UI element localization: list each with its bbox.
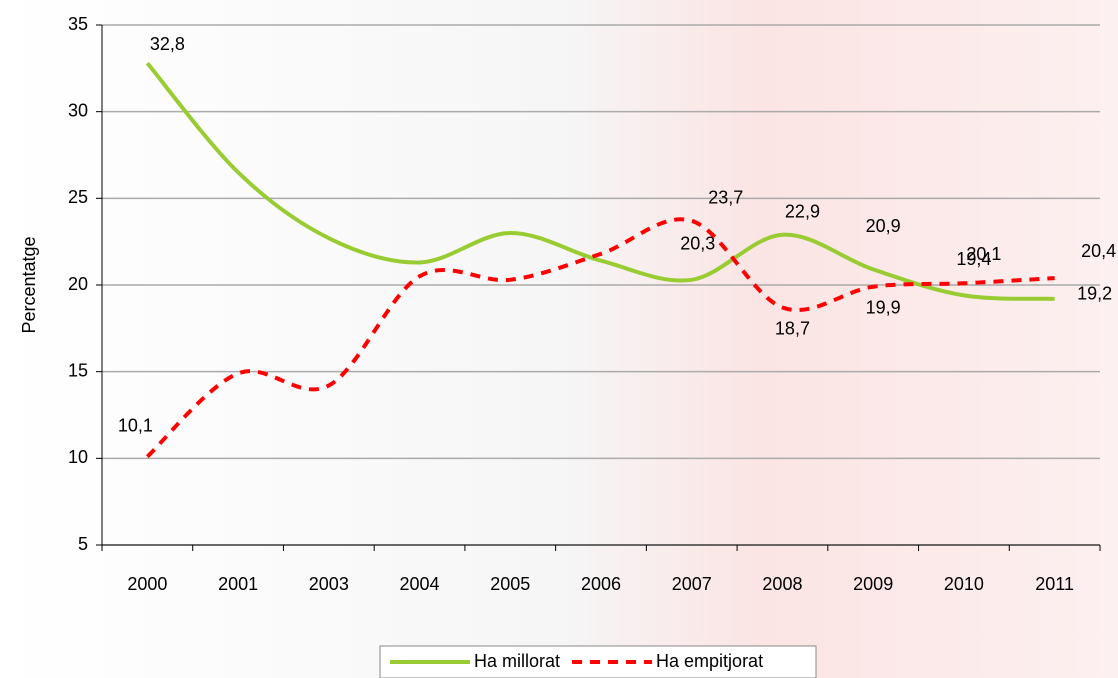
x-tick-label: 2006 bbox=[581, 574, 621, 594]
x-tick-label: 2008 bbox=[762, 574, 802, 594]
x-tick-label: 2000 bbox=[127, 574, 167, 594]
x-tick-label: 2001 bbox=[218, 574, 258, 594]
x-tick-label: 2004 bbox=[400, 574, 440, 594]
x-tick-label: 2009 bbox=[853, 574, 893, 594]
data-label: 20,3 bbox=[680, 234, 715, 254]
legend-label: Ha millorat bbox=[474, 651, 560, 671]
data-label: 19,2 bbox=[1077, 284, 1112, 304]
y-tick-label: 30 bbox=[68, 100, 88, 120]
y-tick-label: 10 bbox=[68, 447, 88, 467]
y-axis-label: Percentatge bbox=[19, 236, 39, 333]
data-label: 20,4 bbox=[1081, 241, 1116, 261]
line-series bbox=[147, 219, 1054, 456]
y-tick-label: 15 bbox=[68, 360, 88, 380]
x-tick-label: 2005 bbox=[490, 574, 530, 594]
data-label: 19,9 bbox=[866, 297, 901, 317]
data-label: 20,9 bbox=[866, 216, 901, 236]
x-tick-label: 2003 bbox=[309, 574, 349, 594]
data-label: 22,9 bbox=[785, 201, 820, 221]
data-label: 23,7 bbox=[708, 188, 743, 208]
data-label: 18,7 bbox=[775, 318, 810, 338]
y-tick-label: 35 bbox=[68, 14, 88, 34]
data-label: 10,1 bbox=[118, 415, 153, 435]
data-label: 32,8 bbox=[150, 34, 185, 54]
chart: Percentatge 5 10 15 20 25 30 35 2000 2001 2003 200… bbox=[0, 0, 1118, 678]
y-tick-label: 25 bbox=[68, 187, 88, 207]
data-label: 20,1 bbox=[966, 244, 1001, 264]
x-tick-label: 2007 bbox=[672, 574, 712, 594]
y-tick-label: 5 bbox=[78, 534, 88, 554]
legend-label: Ha empitjorat bbox=[656, 651, 763, 671]
x-tick-label: 2010 bbox=[944, 574, 984, 594]
line-series bbox=[147, 63, 1054, 299]
y-tick-label: 20 bbox=[68, 274, 88, 294]
x-tick-label: 2011 bbox=[1035, 574, 1074, 594]
